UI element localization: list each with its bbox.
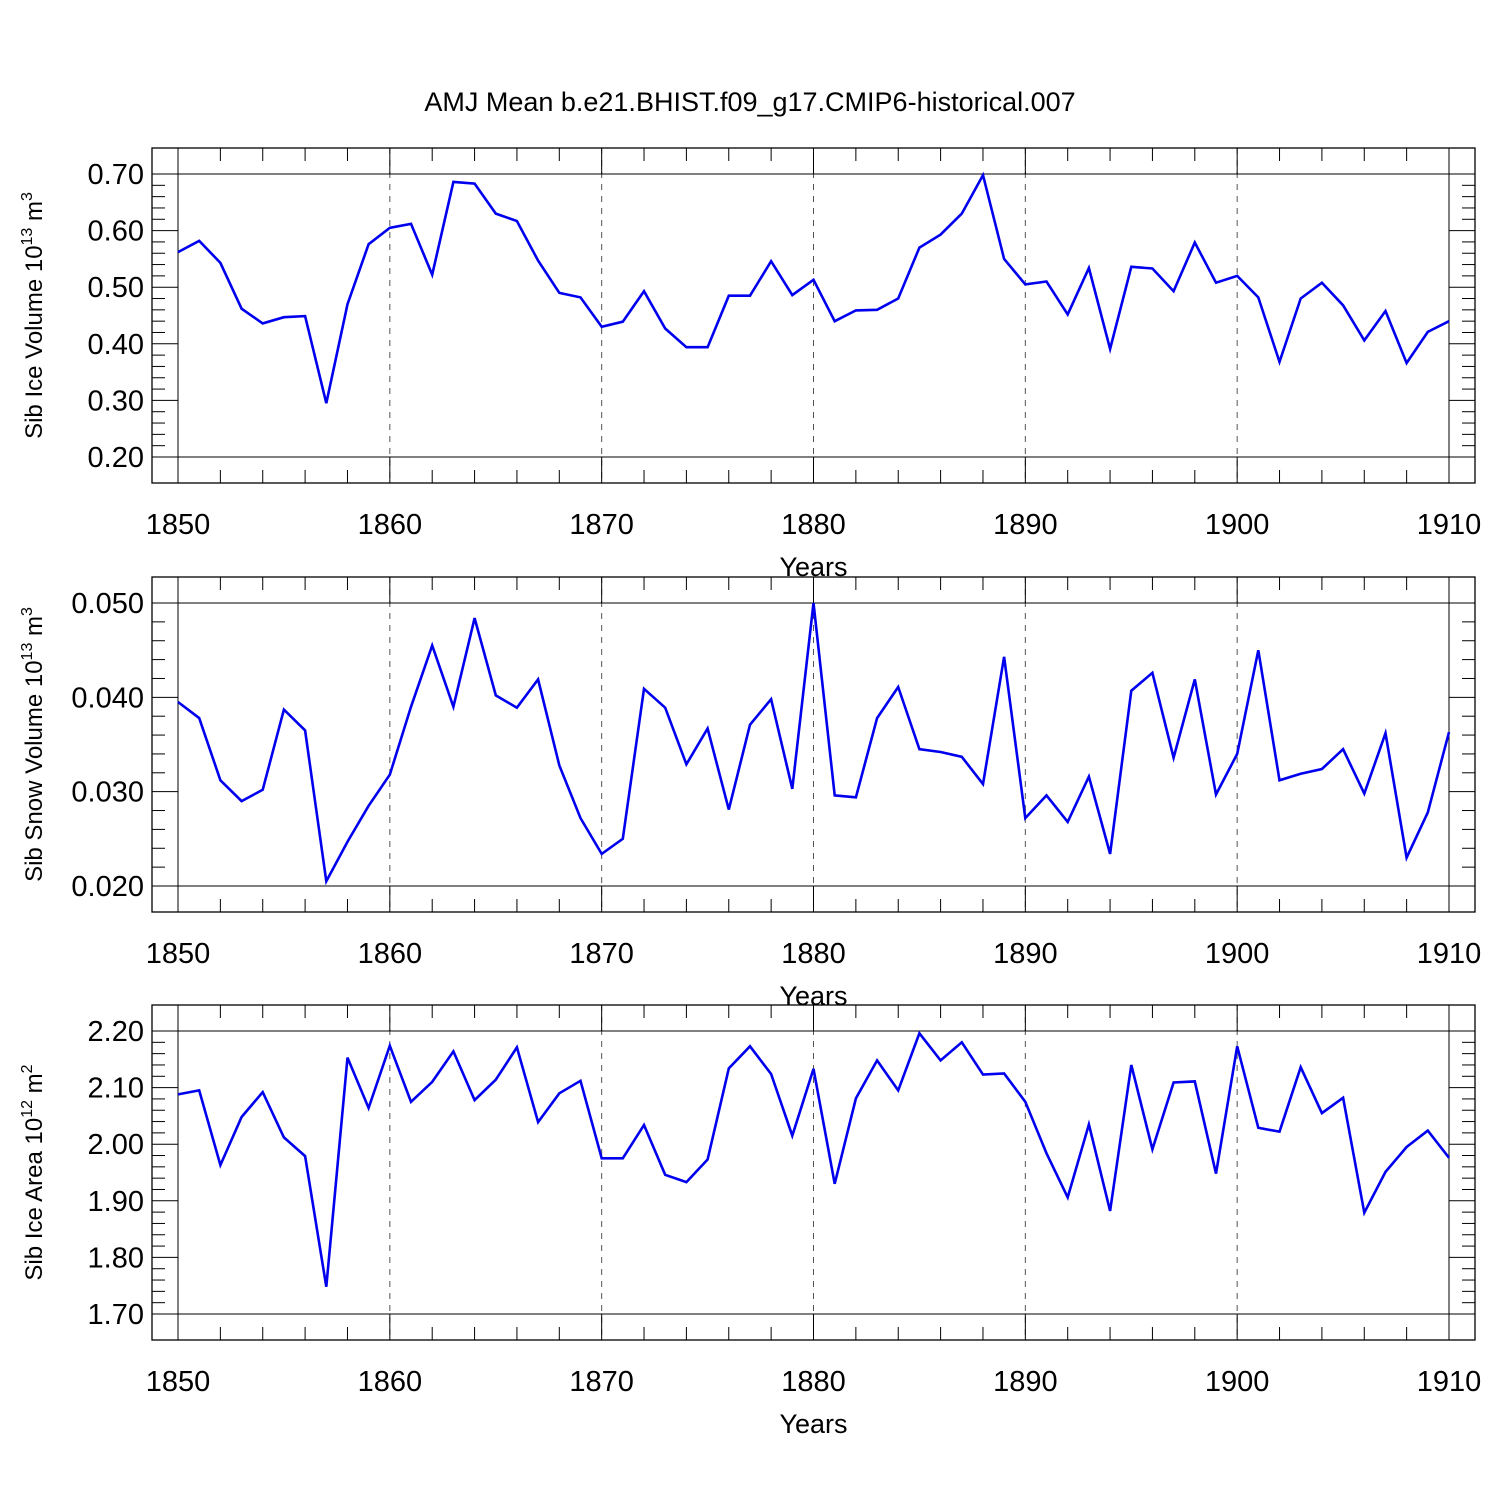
ytick-label: 0.50 (88, 272, 144, 304)
ytick-label: 1.70 (88, 1299, 144, 1331)
ytick-label: 2.00 (88, 1129, 144, 1161)
xtick-label: 1900 (1205, 938, 1270, 970)
xtick-label: 1870 (569, 1366, 634, 1398)
ytick-label: 0.050 (71, 588, 144, 620)
xtick-label: 1880 (781, 509, 846, 541)
xtick-label: 1900 (1205, 1366, 1270, 1398)
ytick-label: 1.80 (88, 1242, 144, 1274)
ytick-label: 2.10 (88, 1073, 144, 1105)
xtick-label: 1850 (146, 509, 211, 541)
xtick-label: 1870 (569, 938, 634, 970)
chart-title: AMJ Mean b.e21.BHIST.f09_g17.CMIP6-histo… (424, 87, 1075, 117)
ytick-label: 0.60 (88, 216, 144, 248)
y-axis-label: Sib Ice Area 1012 m2 (19, 1064, 48, 1280)
ytick-label: 2.20 (88, 1016, 144, 1048)
ytick-label: 0.040 (71, 682, 144, 714)
panel-2: 0.020 0.030 0.040 0.050 1850 1860 1870 1880 1890… (19, 576, 1482, 1011)
xtick-label: 1860 (358, 1366, 423, 1398)
xtick-label: 1860 (358, 509, 423, 541)
series-line (177, 602, 1451, 886)
ytick-label: 1.90 (88, 1186, 144, 1218)
xtick-label: 1910 (1417, 938, 1482, 970)
ytick-label: 0.020 (71, 871, 144, 903)
xtick-label: 1880 (781, 938, 846, 970)
y-axis-label: Sib Snow Volume 1013 m3 (19, 607, 48, 882)
ytick-label: 0.030 (71, 777, 144, 809)
panel-1: 0.20 0.30 0.40 0.50 0.60 0.70 1850 1860 1870 1880… (19, 147, 1482, 582)
ytick-label: 0.20 (88, 442, 144, 474)
xtick-label: 1850 (146, 938, 211, 970)
xtick-label: 1900 (1205, 509, 1270, 541)
xtick-label: 1870 (569, 509, 634, 541)
xtick-label: 1890 (993, 938, 1058, 970)
xtick-label: 1850 (146, 1366, 211, 1398)
series-line (177, 1030, 1451, 1288)
y-axis-label: Sib Ice Volume 1013 m3 (19, 192, 48, 439)
ytick-label: 0.30 (88, 385, 144, 417)
xtick-label: 1860 (358, 938, 423, 970)
xtick-label: 1910 (1417, 509, 1482, 541)
chart-panels: 0.20 0.30 0.40 0.50 0.60 0.70 1850 1860 1870 1880… (19, 147, 1482, 1439)
series-line (177, 171, 1450, 404)
xtick-label: 1890 (993, 1366, 1058, 1398)
ytick-label: 0.70 (88, 159, 144, 191)
xtick-label: 1910 (1417, 1366, 1482, 1398)
xtick-label: 1890 (993, 509, 1058, 541)
x-axis-label: Years (779, 1409, 847, 1439)
xtick-label: 1880 (781, 1366, 846, 1398)
panel-3: 1.70 1.80 1.90 2.00 2.10 2.20 1850 1860 1870 1880… (19, 1004, 1482, 1439)
ytick-label: 0.40 (88, 329, 144, 361)
